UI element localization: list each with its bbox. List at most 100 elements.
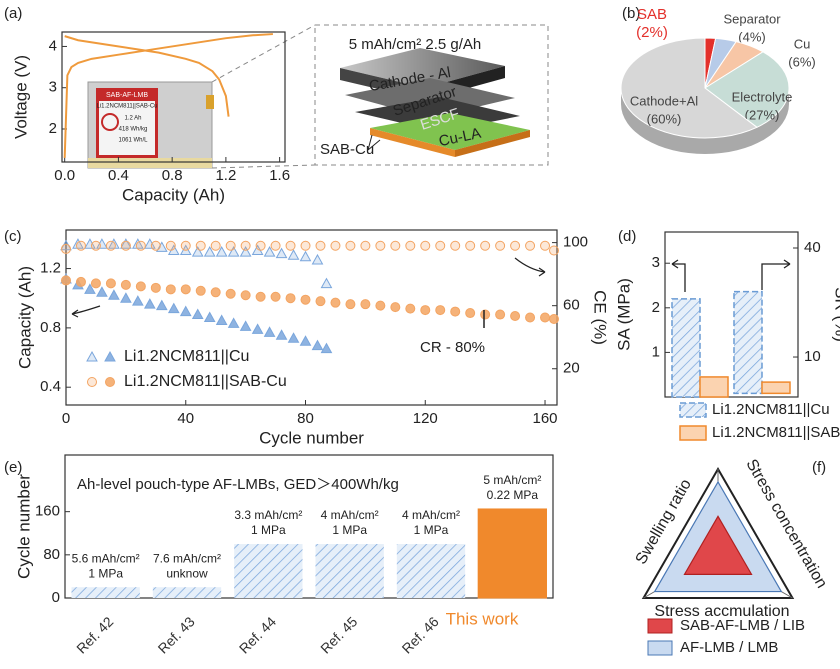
point: [300, 294, 311, 305]
arrow: [514, 257, 546, 277]
point: [300, 240, 311, 251]
point: [549, 313, 560, 324]
arrow: [761, 259, 791, 290]
panel-label: (a): [4, 5, 22, 22]
point: [345, 299, 356, 310]
x-tick-label: 160: [533, 410, 558, 427]
point: [180, 240, 191, 251]
schematic: 5 mAh/cm² 2.5 g/Ah Cathode - Al Separato…: [211, 24, 549, 169]
grid-line: [641, 466, 795, 599]
x-axis-label: Cycle number: [259, 428, 364, 447]
y-axis-label: Capacity (Ah): [15, 266, 34, 369]
bar-label: 7.6 mAh/cm²: [153, 551, 221, 565]
point: [360, 240, 371, 251]
point: [96, 238, 108, 249]
point: [105, 278, 116, 289]
point: [495, 309, 506, 320]
point: [150, 240, 161, 251]
plot-frame: [664, 231, 799, 398]
point: [320, 342, 333, 354]
point: [510, 240, 521, 251]
y-tick-label: 160: [35, 503, 60, 520]
bar: [733, 290, 763, 395]
point: [120, 279, 131, 290]
point: [105, 240, 116, 251]
point: [299, 250, 312, 262]
legend-label: SAB-AF-LMB / LIB: [680, 617, 805, 634]
legend-swatch: [679, 425, 707, 441]
point: [315, 240, 326, 251]
point: [525, 312, 536, 323]
point: [405, 240, 416, 251]
x-tick-label: Ref. 46: [399, 613, 442, 656]
bar: [71, 587, 140, 598]
legend-swatch: [647, 618, 673, 634]
pie-label: Cu: [794, 36, 811, 51]
x-tick-label: Ref. 44: [236, 613, 279, 656]
photo-text: 1061 Wh/L: [118, 138, 148, 144]
pouch-photo: SAB-AF-LMB Li1.2NCM811||SAB-Cu 1.2 Ah 41…: [87, 81, 214, 169]
point: [165, 240, 176, 251]
point: [96, 286, 108, 297]
point: [227, 317, 240, 328]
panel-label: (f): [812, 459, 826, 476]
point: [480, 240, 491, 251]
y2-tick-label: 40: [804, 239, 821, 256]
point: [287, 249, 300, 260]
y-axis-label: Voltage (V): [11, 55, 30, 139]
point: [191, 246, 204, 257]
point: [525, 240, 536, 251]
curve: [64, 35, 230, 117]
point: [135, 240, 146, 251]
point: [255, 240, 266, 251]
point: [72, 238, 84, 249]
bar-label: 1 MPa: [251, 523, 286, 537]
y2-tick-label: 100: [563, 234, 588, 251]
x-tick-label: 1.2: [215, 167, 236, 184]
point: [435, 240, 446, 251]
panel-label: (b): [622, 5, 640, 22]
legend-label: Li1.2NCM811||SAB-Cu: [712, 424, 840, 441]
x-tick-label: Ref. 43: [155, 613, 198, 656]
point: [287, 332, 300, 343]
point: [227, 246, 240, 257]
y2-axis-label: SR (%): [832, 287, 840, 342]
point: [270, 240, 281, 251]
point: [203, 246, 216, 257]
annotation: CR - 80%: [420, 339, 485, 356]
pie-label: SAB: [637, 6, 667, 23]
point: [180, 284, 191, 295]
y-tick-label: 3: [652, 254, 660, 271]
bar-label: 4 mAh/cm²: [402, 508, 460, 522]
photo-title: SAB-AF-LMB: [106, 92, 148, 99]
radar-axis-label: Stress accmulation: [654, 603, 789, 620]
pie-value-label: (2%): [636, 24, 668, 41]
point: [390, 240, 401, 251]
bar-label: 1 MPa: [332, 523, 367, 537]
pie-slice: [704, 51, 790, 128]
point: [263, 326, 276, 337]
point: [375, 240, 386, 251]
y-axis-label: Cycle number: [14, 474, 33, 579]
point: [480, 309, 491, 320]
point: [135, 281, 146, 292]
point: [108, 238, 120, 249]
legend-swatch: [647, 640, 673, 656]
point: [61, 243, 71, 254]
point: [104, 350, 116, 362]
point: [465, 308, 476, 319]
y-tick-label: 2: [49, 120, 57, 137]
point: [155, 299, 168, 311]
point: [405, 303, 416, 314]
point: [420, 305, 431, 316]
point: [549, 245, 560, 256]
x-tick-label: This work: [446, 609, 519, 628]
y2-axis-label: CE (%): [591, 290, 610, 345]
point: [105, 377, 115, 387]
point: [330, 297, 341, 308]
bar: [477, 508, 547, 599]
bar: [671, 298, 701, 398]
y-axis-label: SA (MPa): [614, 278, 633, 351]
point: [215, 246, 228, 257]
